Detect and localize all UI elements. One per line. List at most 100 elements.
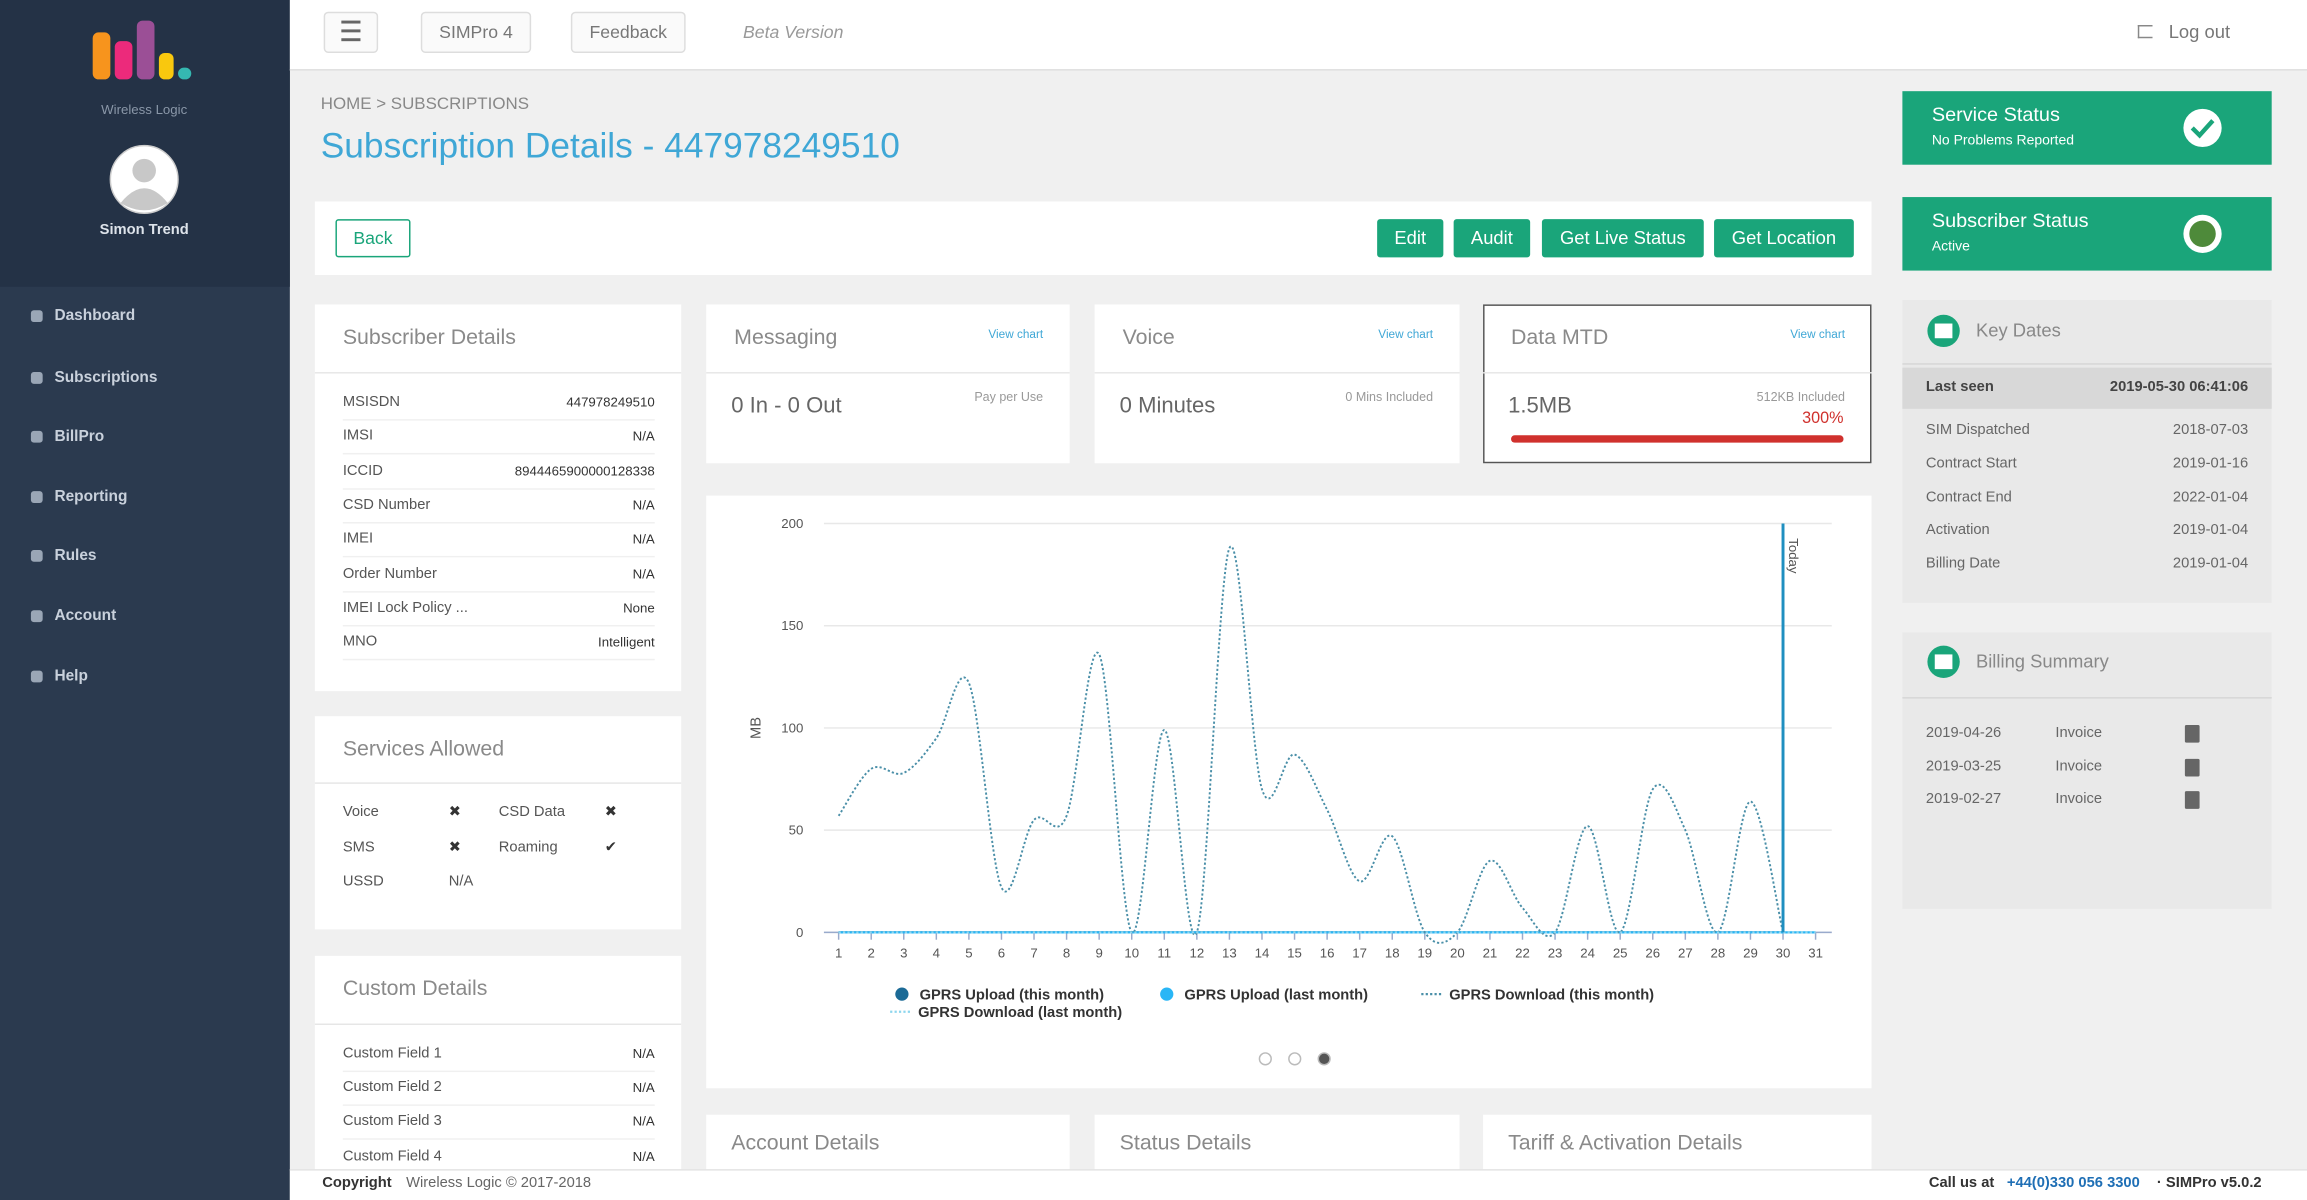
page-title: Subscription Details - 447978249510 <box>320 126 900 167</box>
key-date-label: Activation <box>1925 522 1990 539</box>
invoice-icon[interactable] <box>2184 758 2200 777</box>
status-subtitle: No Problems Reported <box>1931 132 2075 149</box>
back-button[interactable] <box>335 219 411 258</box>
billing-type: Invoice <box>2055 791 2103 808</box>
top-button-label[interactable]: SIMPro 4 <box>439 22 513 43</box>
y-tick-label: 50 <box>789 823 804 838</box>
row-divider <box>342 625 655 627</box>
nav-item[interactable]: Rules <box>54 546 97 565</box>
action-button[interactable] <box>1377 219 1444 258</box>
panel-title: Subscriber Details <box>342 326 516 350</box>
subscriber-detail-value: 447978249510 <box>566 394 655 410</box>
nav-icon <box>30 372 43 384</box>
usage-value: 0 In - 0 Out <box>731 393 842 419</box>
nav-icon <box>30 670 43 683</box>
subscriber-detail-value: None <box>623 600 655 616</box>
billing-panel <box>1902 632 2272 909</box>
status-dot <box>2189 220 2216 248</box>
subscriber-detail-label: CSD Number <box>342 497 431 514</box>
x-tick-label: 12 <box>1189 945 1204 960</box>
subscriber-detail-label: MSISDN <box>342 394 401 411</box>
top-button[interactable] <box>570 11 686 53</box>
menu-bar <box>341 29 361 33</box>
footer <box>289 1169 2307 1200</box>
x-tick-label: 3 <box>900 945 907 960</box>
row-divider <box>342 488 655 490</box>
logo-bar <box>136 20 155 80</box>
key-dates-panel <box>1902 300 2272 603</box>
nav-icon <box>30 310 43 323</box>
service-label: Roaming <box>498 839 558 856</box>
invoice-icon[interactable] <box>2184 725 2200 743</box>
nav-item[interactable]: Dashboard <box>54 306 136 325</box>
row-divider <box>342 419 655 421</box>
row-divider <box>342 1070 655 1073</box>
x-tick-label: 11 <box>1157 945 1171 960</box>
subscriber-detail-label: IMEI Lock Policy ... <box>342 600 468 617</box>
usage-bar <box>1511 435 1844 443</box>
x-tick-label: 15 <box>1287 945 1302 960</box>
panel-divider <box>1094 372 1460 374</box>
x-tick-label: 8 <box>1063 945 1070 960</box>
panel-title: Services Allowed <box>342 737 505 761</box>
user-name: Simon Trend <box>99 222 189 239</box>
billing-type: Invoice <box>2055 758 2103 776</box>
view-chart-link[interactable]: View chart <box>1378 327 1434 342</box>
usage-note: 0 Mins Included <box>1345 389 1434 405</box>
nav-icon <box>30 430 43 443</box>
top-button-label[interactable]: Feedback <box>589 22 668 43</box>
nav-item[interactable]: Help <box>54 667 88 685</box>
custom-details-panel <box>314 955 682 1200</box>
action-label[interactable]: Get Location <box>1731 227 1837 249</box>
panel-divider <box>706 372 1070 374</box>
pager-dot <box>1288 1052 1302 1066</box>
nav-item[interactable]: Subscriptions <box>54 368 158 387</box>
row-divider <box>342 452 655 455</box>
logo-bar <box>158 52 174 80</box>
key-date-label: Last seen <box>1925 379 1994 396</box>
logout-icon <box>2137 25 2153 39</box>
x-tick-label: 24 <box>1580 945 1595 960</box>
subscriber-detail-value: N/A <box>632 497 655 513</box>
action-button[interactable] <box>1541 219 1704 258</box>
view-chart-link[interactable]: View chart <box>1790 327 1846 342</box>
phone[interactable]: +44(0)330 056 3300 <box>2006 1175 2140 1192</box>
key-date-value: 2019-01-16 <box>2172 455 2249 473</box>
view-chart-link[interactable]: View chart <box>988 327 1044 342</box>
nav-item[interactable]: BillPro <box>54 427 105 446</box>
voice-panel <box>1094 304 1460 464</box>
logout[interactable]: Log out <box>2168 21 2231 43</box>
menu-bar <box>341 20 361 24</box>
subscriber-detail-value: 8944465900000128338 <box>514 463 655 479</box>
messaging-panel <box>706 304 1070 464</box>
row-divider <box>342 522 655 524</box>
action-label[interactable]: Edit <box>1394 227 1427 249</box>
row-divider <box>342 1104 655 1106</box>
action-label[interactable]: Audit <box>1470 227 1513 249</box>
row-divider <box>342 1138 655 1140</box>
key-date-label: Billing Date <box>1925 555 2001 573</box>
nav-item[interactable]: Account <box>54 606 117 625</box>
legend-marker <box>895 987 909 1001</box>
breadcrumb: HOME > SUBSCRIPTIONS <box>320 95 530 114</box>
action-label[interactable]: Get Live Status <box>1559 227 1686 249</box>
status-subtitle: Active <box>1931 238 1970 255</box>
panel-title: Status Details <box>1119 1131 1252 1156</box>
action-button[interactable] <box>1453 219 1531 258</box>
usage-note: Pay per Use <box>974 389 1044 405</box>
top-button[interactable] <box>420 11 532 53</box>
custom-field-label: Custom Field 3 <box>342 1113 442 1130</box>
invoice-icon[interactable] <box>2184 791 2200 809</box>
y-tick-label: 150 <box>781 618 803 633</box>
subscriber-detail-label: Order Number <box>342 566 437 583</box>
row-divider <box>342 658 655 661</box>
nav-item[interactable]: Reporting <box>54 487 128 506</box>
calendar-page <box>1934 323 1953 339</box>
services-panel <box>314 716 682 930</box>
call-label: Call us at <box>1928 1175 1995 1192</box>
x-tick-label: 30 <box>1776 945 1791 960</box>
menu-button[interactable] <box>323 11 379 53</box>
back-label[interactable]: Back <box>353 227 393 249</box>
action-button[interactable] <box>1714 219 1854 258</box>
